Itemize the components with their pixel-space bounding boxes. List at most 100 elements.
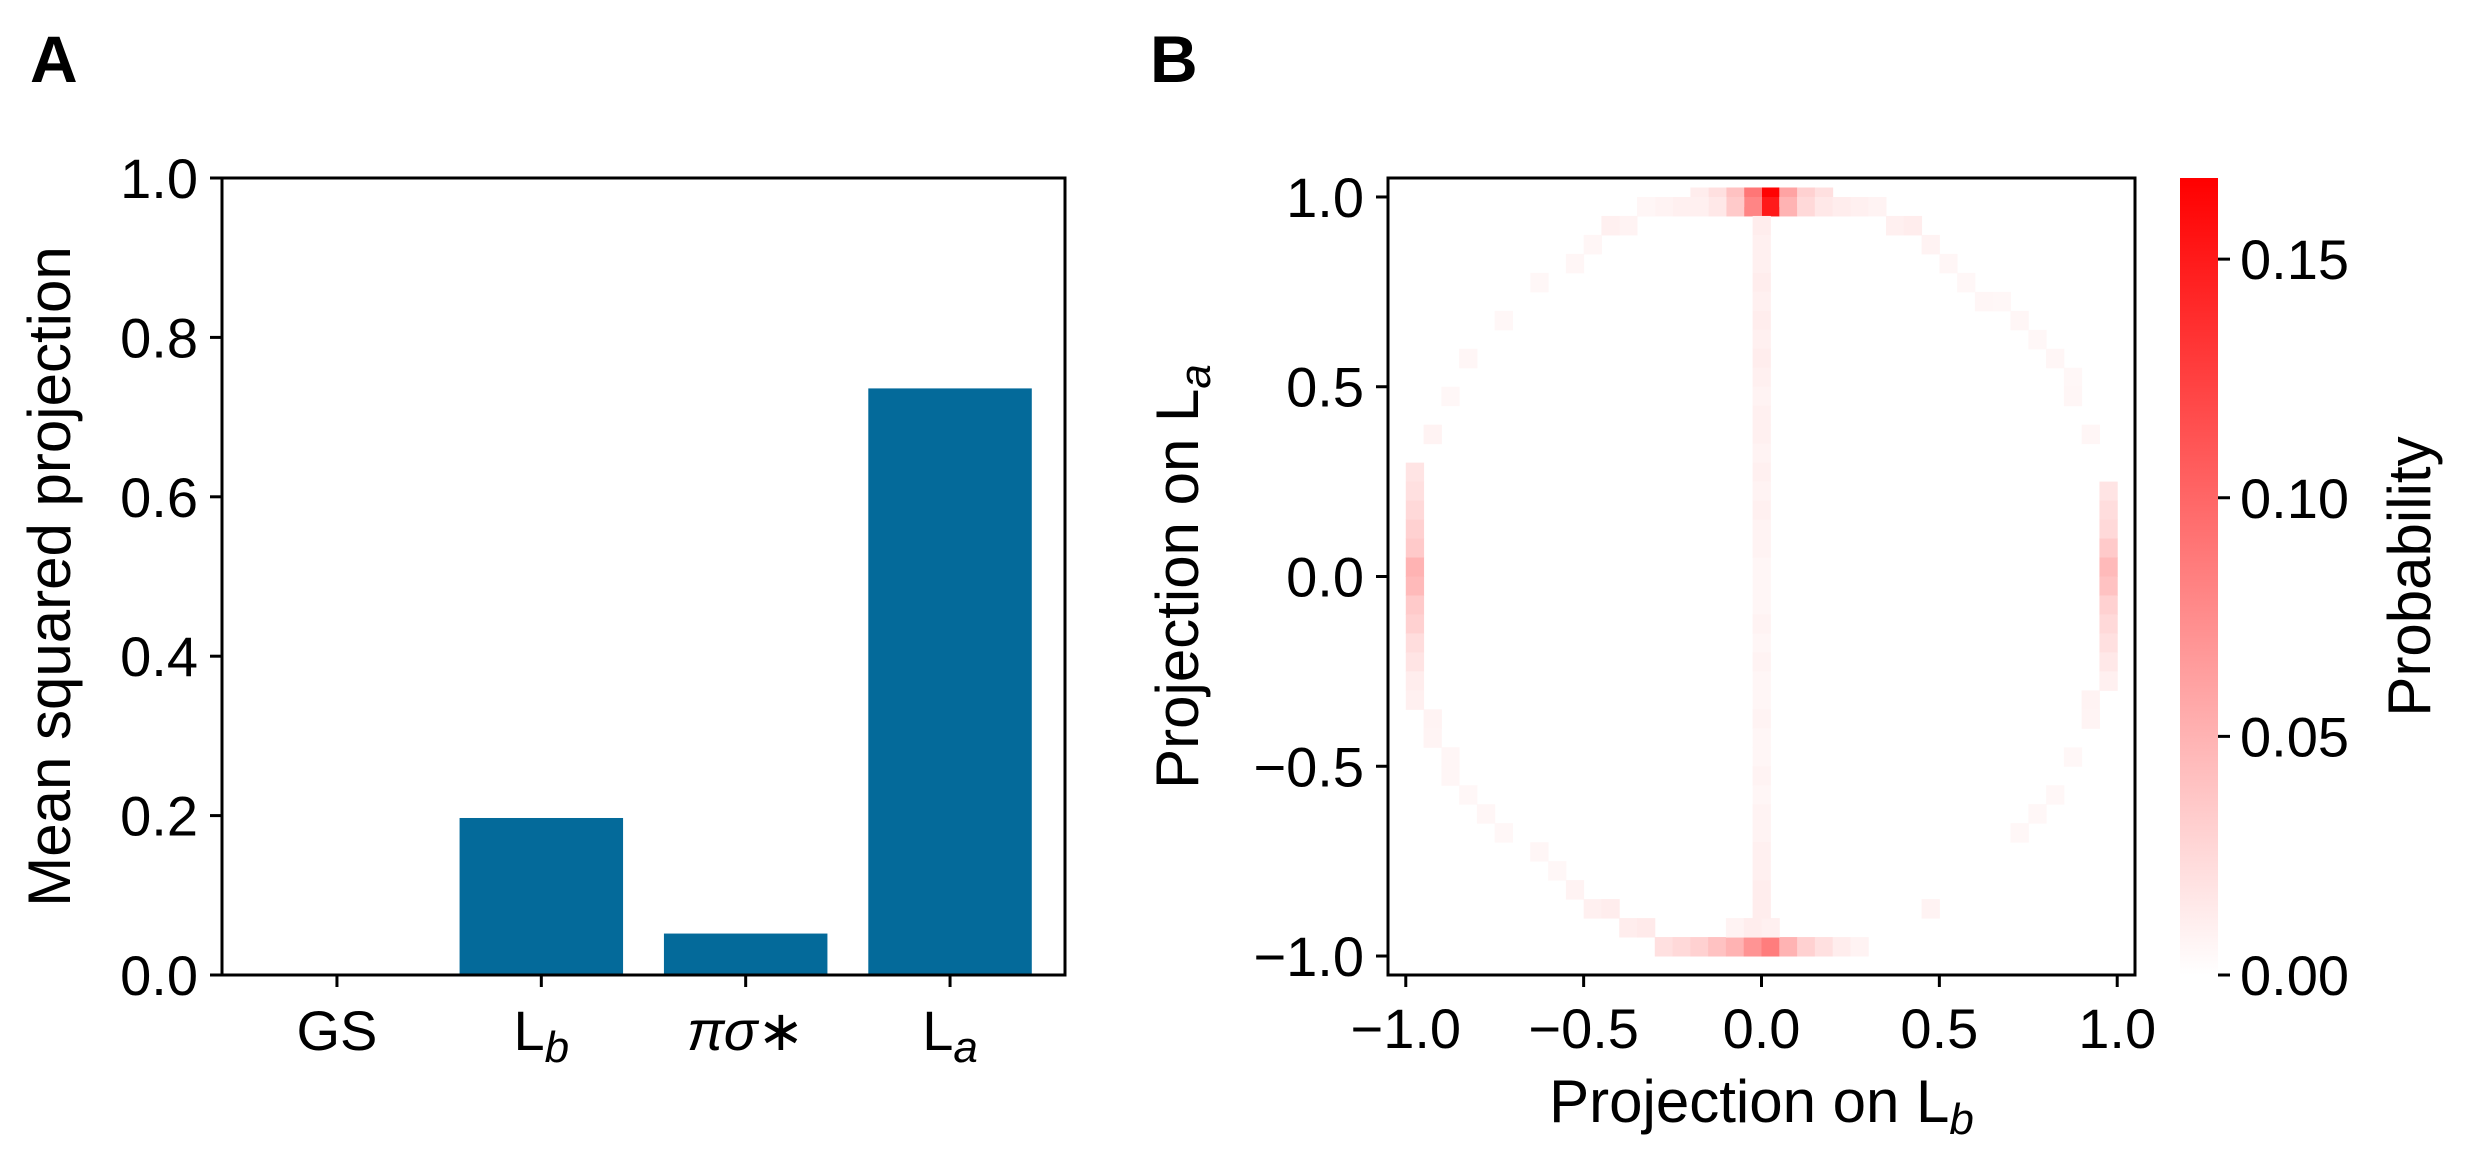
- heatmap-cell: [1637, 196, 1656, 217]
- heatmap-cell: [1672, 937, 1691, 957]
- heatmap-cell: [1752, 880, 1771, 900]
- heatmap-cell: [1752, 329, 1771, 350]
- x-axis-ticks: −1.0 −0.5 0.0 0.5 1.0: [1351, 975, 2156, 1060]
- plot-frame: [1386, 176, 2137, 977]
- heatmap-cell: [1743, 918, 1762, 938]
- heatmap-cell: [1814, 937, 1834, 957]
- y-tick-label: 0.4: [120, 625, 198, 688]
- heatmap-cell: [1752, 576, 1771, 596]
- heatmap-cell: [1752, 253, 1771, 274]
- heatmap-cell: [1939, 253, 1958, 274]
- heatmap-cell: [2081, 424, 2100, 445]
- heatmap-cell: [1957, 272, 1976, 293]
- heatmap-cell: [2028, 804, 2047, 824]
- heatmap-cell: [2010, 310, 2029, 331]
- plot-frame: [220, 176, 1067, 977]
- y-tick-label: 0.8: [120, 306, 198, 369]
- heatmap-cell: [1752, 215, 1771, 236]
- heatmap-cell: [1637, 918, 1656, 938]
- x-tick-label-gs: GS: [296, 999, 377, 1062]
- heatmap-cell: [1752, 823, 1771, 843]
- y-tick-label: 0.5: [1286, 356, 1364, 419]
- heatmap-panel: −1.0 −0.5 0.0 0.5 1.0 −1.0 −0.5 0.0 0.5 1.0 Proj…: [1144, 166, 2156, 1144]
- heatmap-cell: [1654, 196, 1674, 217]
- heatmap-cell: [1752, 766, 1771, 786]
- x-tick-label-l-b: Lb: [513, 999, 569, 1072]
- heatmap-cell: [1752, 310, 1771, 331]
- x-tick-label-subscript: a: [953, 1023, 977, 1072]
- heatmap-cell: [1725, 937, 1745, 957]
- bar-l-a: [868, 388, 1032, 976]
- x-tick-label-item: πσ∗: [687, 999, 804, 1062]
- y-axis-label-base: Projection on L: [1144, 389, 1211, 789]
- heatmap-cell: [1752, 595, 1771, 615]
- heatmap-cell: [1405, 557, 1425, 577]
- heatmap-cell: [1752, 386, 1771, 407]
- heatmap-cell: [1752, 500, 1771, 521]
- bar-series: [459, 388, 1032, 976]
- heatmap-cell: [1752, 424, 1771, 445]
- heatmap-cell: [1423, 709, 1442, 729]
- heatmap-cell: [1992, 291, 2011, 312]
- heatmap-cell: [2099, 538, 2118, 559]
- heatmap-cell: [2063, 747, 2083, 767]
- heatmap-cell: [1690, 937, 1709, 957]
- bar-l-b: [459, 817, 624, 975]
- heatmap-cell: [2099, 481, 2118, 502]
- colorbar-tick-label: 0.10: [2240, 467, 2349, 530]
- heatmap-cells: [1405, 187, 2118, 957]
- heatmap-cell: [1423, 424, 1442, 445]
- heatmap-cell: [1743, 196, 1762, 217]
- heatmap-cell: [1752, 348, 1771, 369]
- heatmap-cell: [1752, 462, 1771, 483]
- heatmap-cell: [1405, 519, 1425, 540]
- heatmap-cell: [1779, 196, 1798, 217]
- x-axis-ticks: GS Lb πσ∗ La: [296, 975, 978, 1072]
- heatmap-cell: [1797, 937, 1816, 957]
- y-tick-label: 0.6: [120, 466, 198, 529]
- heatmap-cell: [1476, 804, 1496, 824]
- heatmap-cell: [1761, 196, 1780, 217]
- heatmap-cell: [1583, 234, 1602, 255]
- heatmap-cell: [2081, 690, 2100, 710]
- heatmap-cell: [1405, 671, 1425, 691]
- heatmap-cell: [1761, 918, 1780, 938]
- heatmap-cell: [1725, 918, 1745, 938]
- heatmap-cell: [1752, 367, 1771, 388]
- heatmap-cell: [2046, 348, 2065, 369]
- colorbar-label: Probability: [2376, 436, 2443, 716]
- heatmap-cell: [1850, 937, 1869, 957]
- colorbar-ticks: 0.00 0.05 0.10 0.15: [2218, 228, 2349, 1007]
- heatmap-cell: [2099, 614, 2118, 634]
- y-tick-label: 1.0: [1286, 166, 1364, 229]
- heatmap-cell: [1921, 234, 1940, 255]
- heatmap-cell: [1405, 481, 1425, 502]
- heatmap-cell: [2063, 386, 2083, 407]
- heatmap-cell: [1752, 652, 1771, 672]
- heatmap-cell: [1548, 861, 1567, 881]
- x-tick-label-base: GS: [296, 999, 377, 1062]
- heatmap-cell: [1494, 823, 1513, 843]
- x-axis-label-subscript: b: [1949, 1095, 1973, 1144]
- y-axis-ticks: 0.0 0.2 0.4 0.6 0.8 1.0: [120, 147, 222, 1007]
- heatmap-cell: [1752, 633, 1771, 653]
- heatmap-cell: [1690, 196, 1709, 217]
- heatmap-cell: [1752, 614, 1771, 634]
- heatmap-cell: [1530, 272, 1549, 293]
- heatmap-cell: [2099, 500, 2118, 521]
- heatmap-cell: [1441, 386, 1460, 407]
- heatmap-cell: [1565, 253, 1585, 274]
- y-tick-label: 1.0: [120, 147, 198, 210]
- heatmap-cell: [1752, 557, 1771, 577]
- y-tick-label: 0.0: [120, 944, 198, 1007]
- heatmap-cell: [1494, 310, 1513, 331]
- heatmap-cell: [1752, 405, 1771, 426]
- y-axis-label-subscript: a: [1171, 364, 1220, 388]
- heatmap-cell: [1761, 937, 1780, 957]
- x-tick-label: 0.0: [1723, 997, 1801, 1060]
- heatmap-cell: [1752, 671, 1771, 691]
- heatmap-cell: [2099, 576, 2118, 596]
- x-axis-label-base: Projection on L: [1549, 1068, 1949, 1135]
- panel-label-a: A: [30, 22, 78, 96]
